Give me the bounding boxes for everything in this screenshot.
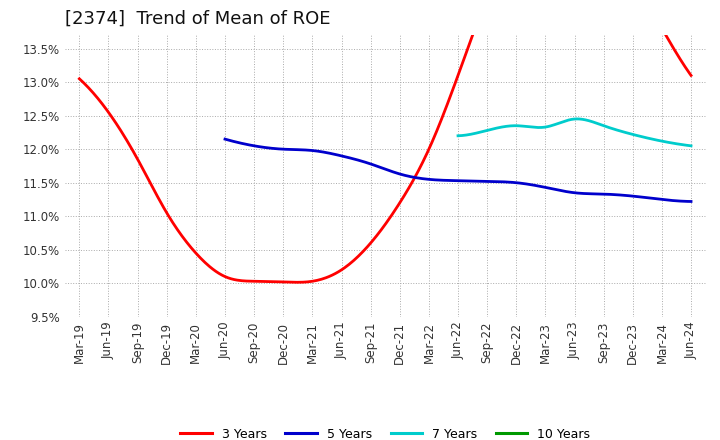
Text: [2374]  Trend of Mean of ROE: [2374] Trend of Mean of ROE [65, 10, 330, 28]
Legend: 3 Years, 5 Years, 7 Years, 10 Years: 3 Years, 5 Years, 7 Years, 10 Years [176, 423, 595, 440]
